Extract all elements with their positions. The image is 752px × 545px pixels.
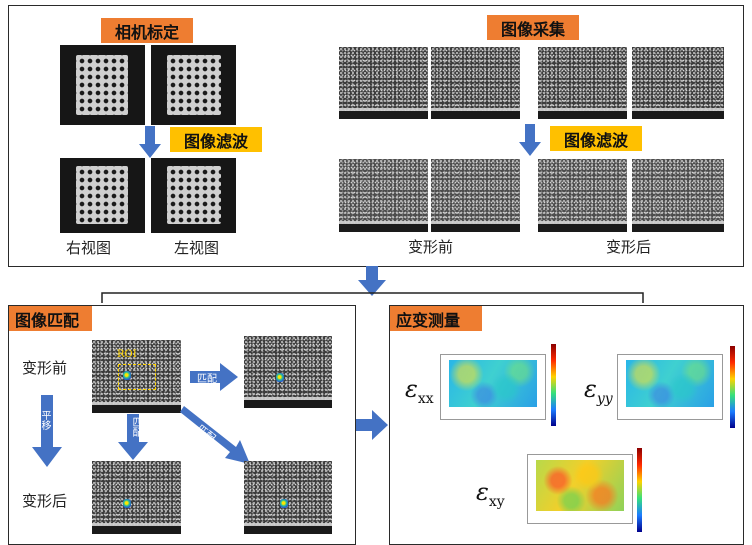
acquisition-title: 图像采集 — [487, 15, 579, 40]
caption-after-deformation: 变形后 — [606, 238, 652, 256]
acquisition-photo-1 — [339, 47, 428, 119]
strain-label-xx: εxx — [405, 375, 434, 407]
subset-blob — [123, 371, 131, 380]
matching-to-strain-arrow — [356, 410, 388, 440]
match-diagonal-arrow — [180, 406, 250, 464]
acquisition-photo-2 — [431, 47, 520, 119]
calibration-photo-right-raw — [60, 45, 145, 125]
acquisition-photo-3 — [538, 47, 627, 119]
calibration-filter-label: 图像滤波 — [170, 127, 262, 152]
strain-title: 应变测量 — [390, 306, 482, 331]
matching-title: 图像匹配 — [9, 306, 92, 331]
calibration-title: 相机标定 — [101, 18, 193, 43]
acquisition-photo-filtered-3 — [538, 159, 627, 232]
calibration-down-arrow — [139, 126, 161, 158]
roi-label: ROI — [117, 349, 137, 360]
matching-target-image-2 — [92, 461, 181, 534]
calibration-photo-left-filtered — [151, 158, 236, 233]
strain-label-yy: εyy — [584, 375, 613, 407]
strain-map-xx — [440, 354, 546, 420]
roi-box — [118, 364, 156, 390]
matching-target-image-1 — [244, 336, 332, 408]
caption-right-view: 右视图 — [66, 239, 112, 257]
calibration-photo-left-raw — [151, 45, 236, 125]
acquisition-photo-filtered-2 — [431, 159, 520, 232]
strain-map-yy — [617, 354, 723, 420]
acquisition-down-arrow — [519, 124, 541, 156]
match-down-arrow-label: 匹配 — [130, 417, 141, 437]
caption-before-deformation: 变形前 — [408, 238, 454, 256]
colorbar-xx — [551, 344, 556, 426]
acquisition-photo-filtered-1 — [339, 159, 428, 232]
matching-target-image-3 — [244, 461, 332, 534]
colorbar-xy — [637, 448, 642, 532]
matching-reference-image: ROI — [92, 340, 181, 413]
colorbar-yy — [730, 346, 735, 428]
matching-row-after: 变形后 — [22, 492, 68, 510]
caption-left-view: 左视图 — [174, 239, 220, 257]
translation-arrow-label: 平移 — [39, 410, 50, 430]
match-right-arrow — [190, 363, 238, 391]
bracket-connector — [101, 292, 644, 303]
calibration-photo-right-filtered — [60, 158, 145, 233]
match-down-arrow — [118, 414, 148, 460]
matching-row-before: 变形前 — [22, 359, 68, 377]
acquisition-photo-filtered-4 — [632, 159, 724, 232]
acquisition-filter-label: 图像滤波 — [550, 126, 642, 151]
strain-map-xy — [527, 454, 633, 524]
main-down-arrow — [358, 266, 386, 296]
acquisition-photo-4 — [632, 47, 724, 119]
translation-arrow — [32, 395, 62, 467]
strain-label-xy: εxy — [476, 478, 505, 510]
match-right-arrow-label: 匹配 — [197, 374, 217, 385]
